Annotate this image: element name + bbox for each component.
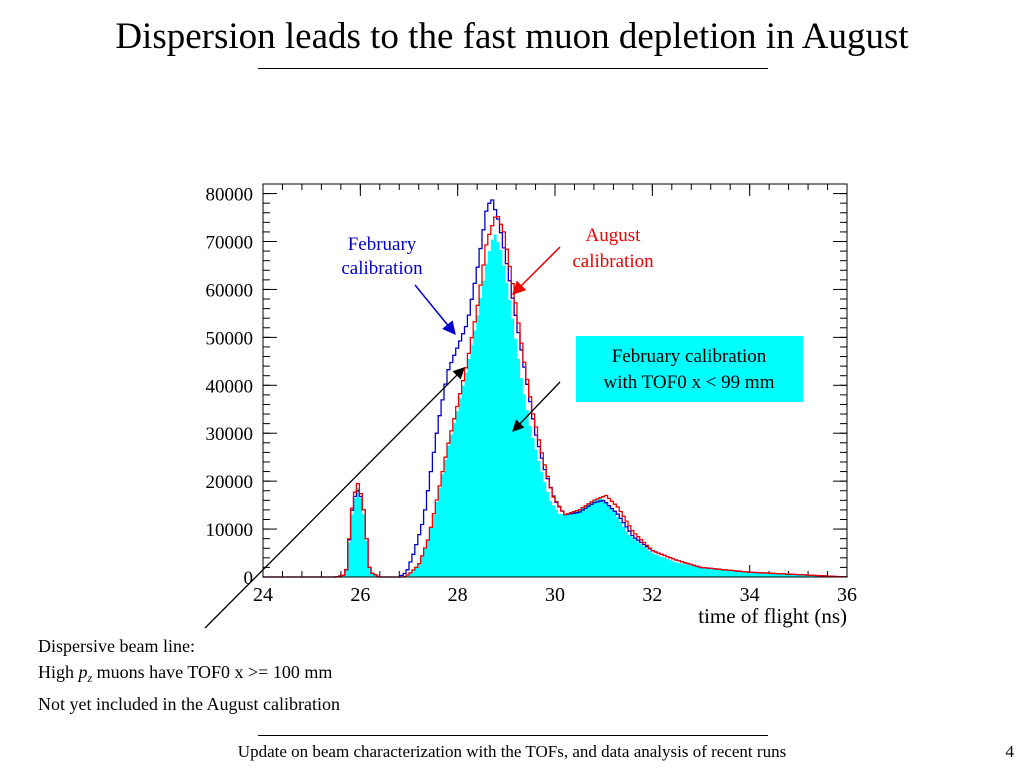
note-line-2-suffix: muons have TOF0 x >= 100 mm <box>92 662 333 682</box>
annotation-dispersive-arrow <box>204 367 465 629</box>
annotation-august-arrow <box>512 246 561 295</box>
annotation-february-arrow <box>414 284 456 336</box>
x-tick-label: 36 <box>837 584 857 606</box>
page-title: Dispersion leads to the fast muon deplet… <box>115 16 909 57</box>
x-tick-label: 30 <box>545 584 565 606</box>
y-tick-label: 30000 <box>206 424 254 445</box>
x-tick-label: 24 <box>253 584 273 606</box>
footer-text: Update on beam characterization with the… <box>237 742 787 761</box>
y-tick-label: 70000 <box>206 233 254 254</box>
y-tick-label: 40000 <box>206 376 254 397</box>
note-line-3: Not yet included in the August calibrati… <box>38 694 340 714</box>
y-tick-label: 10000 <box>206 520 254 541</box>
y-tick-label: 80000 <box>206 185 254 206</box>
series-february-calibration-with-tof0-x-99-mm <box>263 234 847 577</box>
note-pz-subscript: z <box>87 671 93 685</box>
dispersive-beam-note: Dispersive beam line: High pz muons have… <box>38 633 340 717</box>
y-tick-label: 50000 <box>206 328 254 349</box>
x-tick-label: 34 <box>740 584 760 606</box>
x-tick-label: 28 <box>448 584 468 606</box>
note-line-2-prefix: High <box>38 662 79 682</box>
title-underline <box>258 68 768 69</box>
y-tick-label: 20000 <box>206 472 254 493</box>
annotation-tof0-arrow <box>512 381 561 432</box>
annotation-tof0-box <box>576 336 803 402</box>
tof-histogram-chart: 24 26 28 30 32 34 36 0 10000 20000 30000 40000 50000… <box>204 183 857 629</box>
plot-frame <box>262 183 848 578</box>
x-tick-label: 26 <box>350 584 370 606</box>
y-tick-label: 60000 <box>206 280 254 301</box>
y-tick-label: 0 <box>244 568 254 589</box>
footer-rule <box>258 735 768 736</box>
annotation-tof0-text: February calibration with TOF0 x < 99 mm <box>603 346 774 393</box>
note-line-2: High pz muons have TOF0 x >= 100 mm <box>38 659 340 691</box>
x-axis-title: time of flight (ns) <box>698 604 847 628</box>
note-line-1: Dispersive beam line: <box>38 636 195 656</box>
note-pz-variable: p <box>78 662 88 682</box>
annotation-august: August calibration <box>572 225 654 272</box>
x-tick-label: 32 <box>642 584 662 606</box>
annotation-february: February calibration <box>341 234 423 279</box>
page-number: 4 <box>1005 742 1015 761</box>
